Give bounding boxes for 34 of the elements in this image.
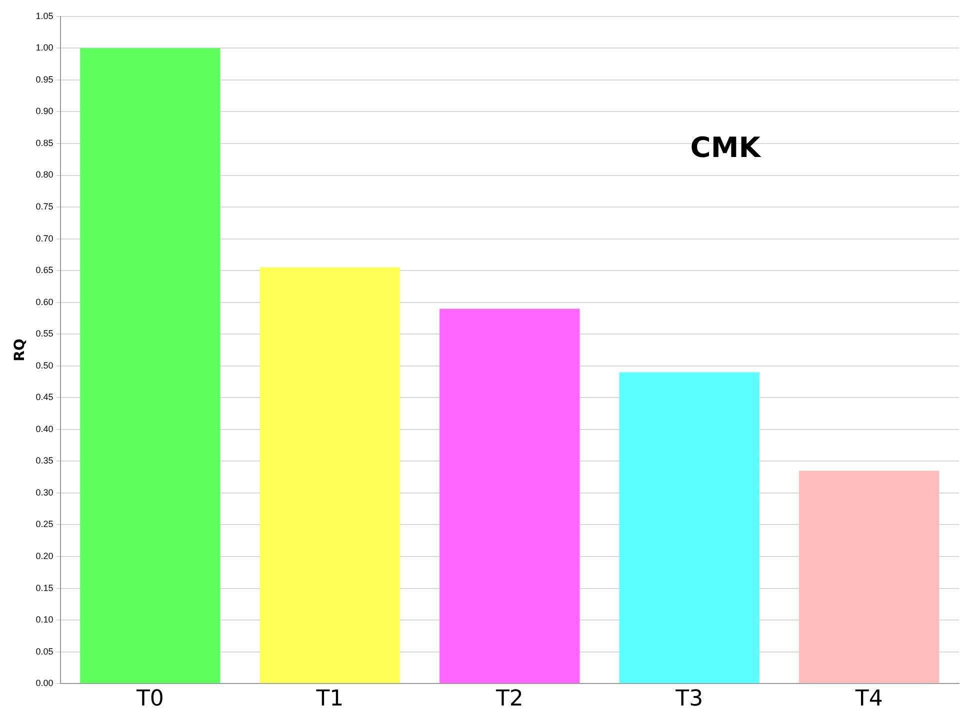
y-axis-title: RQ	[12, 338, 28, 362]
y-tick-label: 0.85	[36, 138, 54, 148]
y-tick-label: 0.10	[36, 614, 54, 625]
y-tick-label: 0.25	[36, 519, 54, 530]
y-tick-label: 0.75	[36, 202, 54, 212]
y-tick-label: 0.80	[36, 170, 54, 180]
y-tick-label: 0.95	[36, 74, 54, 84]
y-tick-label: 0.35	[36, 456, 54, 466]
annotation: CMK	[690, 131, 762, 164]
y-tick-label: 0.30	[36, 487, 54, 498]
x-tick-label: T3	[674, 686, 704, 712]
bar	[619, 372, 760, 684]
y-tick-label: 0.55	[36, 328, 54, 339]
y-tick-label: 0.65	[36, 265, 54, 276]
bar	[80, 48, 220, 684]
y-tick-label: 0.45	[36, 392, 54, 402]
y-tick-label: 0.90	[36, 106, 54, 116]
x-tick-label: T2	[494, 686, 524, 712]
y-tick-label: 0.50	[36, 360, 54, 370]
y-tick-label: 0.15	[36, 582, 54, 593]
y-tick-label: 0.40	[36, 424, 54, 434]
y-tick-label: 0.20	[36, 551, 54, 561]
y-tick-label: 1.05	[36, 10, 54, 21]
bar	[260, 267, 400, 684]
y-tick-label: 0.70	[36, 233, 54, 244]
x-tick-label: T1	[315, 686, 344, 712]
bar	[799, 470, 940, 684]
y-tick-label: 0.60	[36, 296, 54, 307]
y-tick-label: 0.00	[36, 678, 54, 688]
y-tick-label: 0.05	[36, 646, 54, 656]
y-tick-label: 1.00	[36, 42, 54, 53]
x-tick-label: T0	[135, 686, 164, 712]
bar	[440, 308, 580, 684]
x-tick-label: T4	[854, 686, 883, 712]
